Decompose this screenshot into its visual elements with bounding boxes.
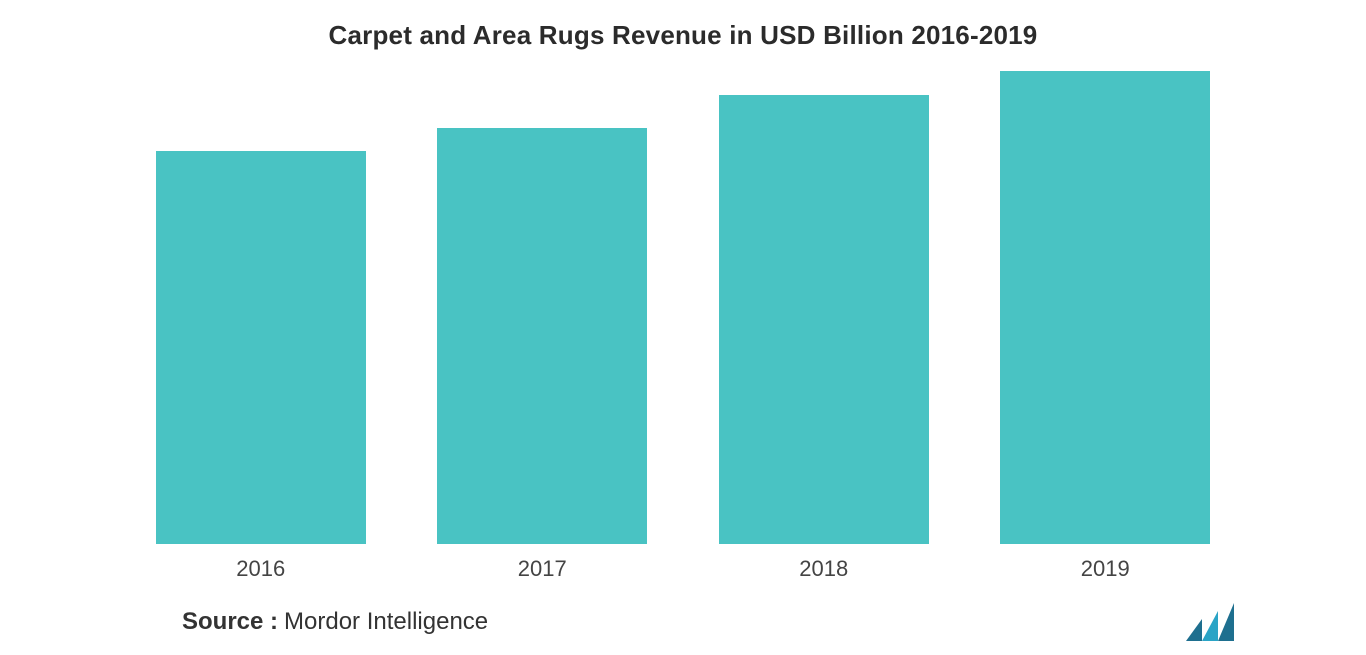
logo-bar-3 [1218,603,1234,641]
bars-row [120,71,1246,544]
chart-footer: Source : Mordor Intelligence [182,603,1234,641]
x-axis-label: 2019 [1000,556,1210,582]
bar [156,151,366,544]
source-citation: Source : Mordor Intelligence [182,608,488,636]
logo-bar-2 [1202,611,1218,641]
chart-container: Carpet and Area Rugs Revenue in USD Bill… [0,0,1366,655]
source-name: Mordor Intelligence [284,608,488,636]
bar-slot [719,71,929,544]
bar-slot [156,71,366,544]
x-axis-label: 2016 [156,556,366,582]
plot-area [120,71,1246,544]
bar-slot [437,71,647,544]
x-axis-labels: 2016 2017 2018 2019 [120,556,1246,582]
logo-bar-1 [1186,619,1202,641]
bar [437,128,647,544]
source-label: Source : [182,608,278,636]
chart-title: Carpet and Area Rugs Revenue in USD Bill… [0,20,1366,51]
bar-slot [1000,71,1210,544]
bar [719,95,929,544]
bar [1000,71,1210,544]
x-axis-label: 2017 [437,556,647,582]
x-axis-label: 2018 [719,556,929,582]
mordor-logo-icon [1186,603,1234,641]
